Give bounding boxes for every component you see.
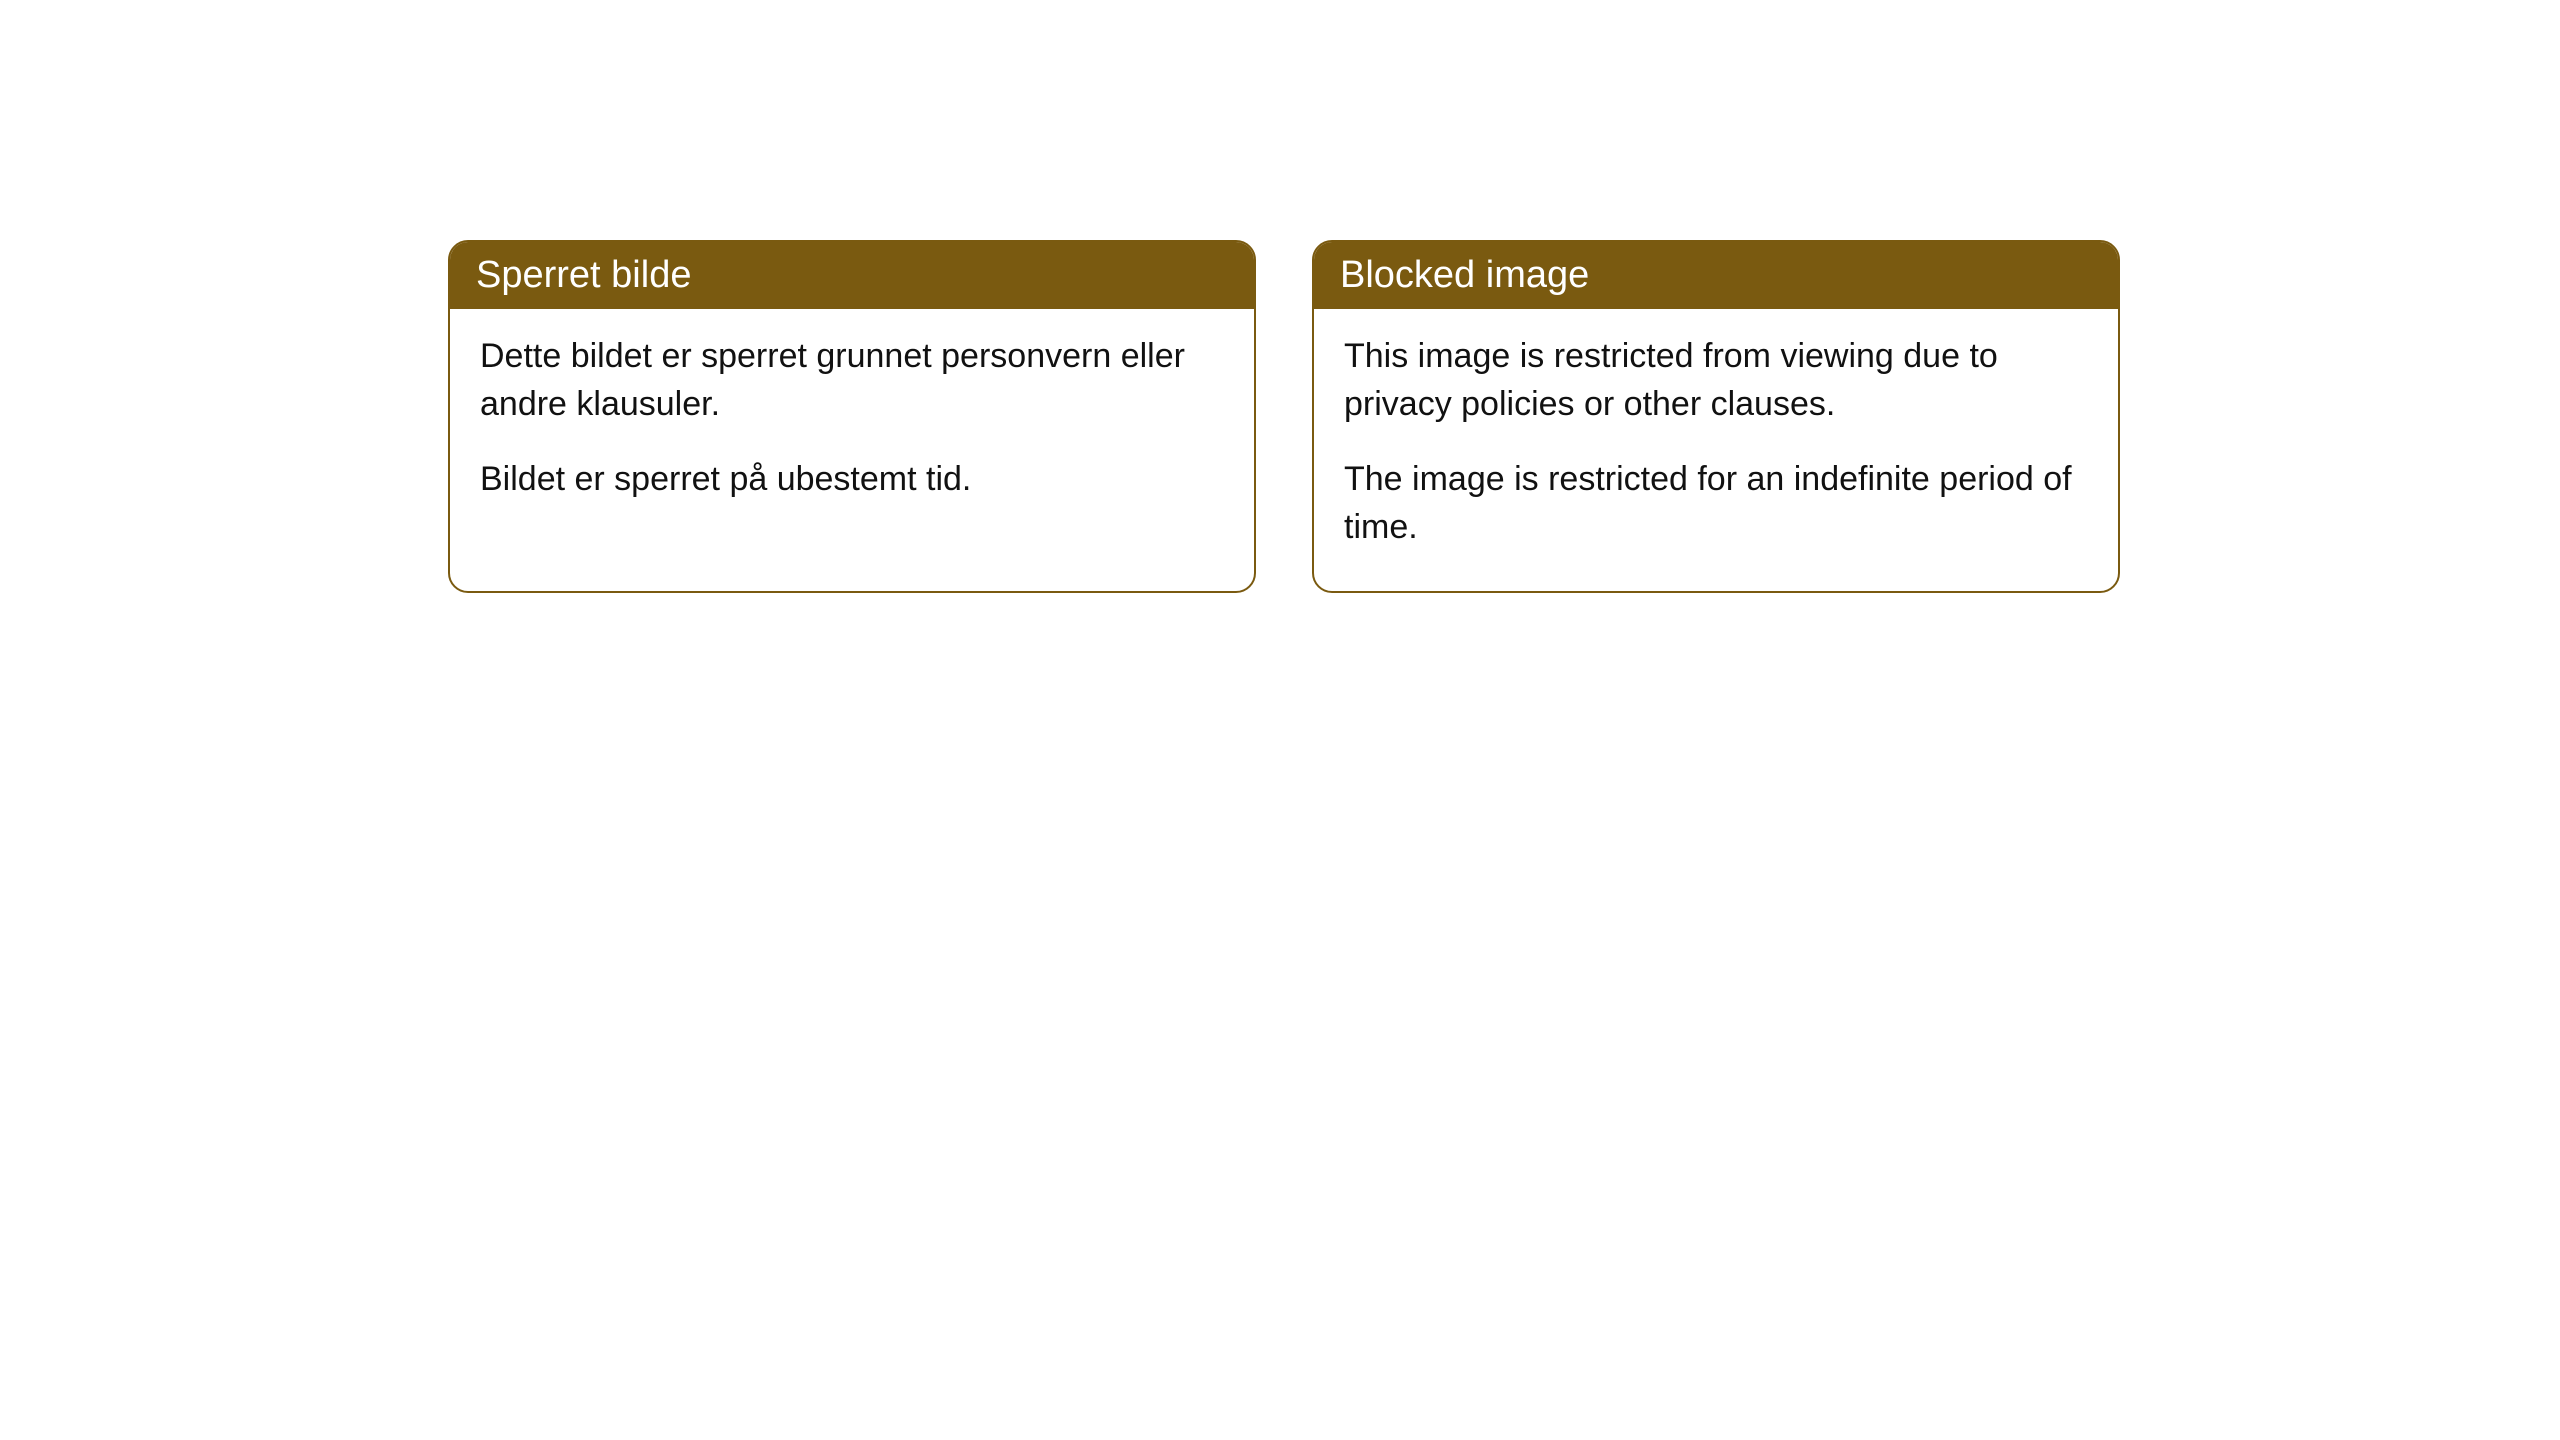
notice-paragraph: This image is restricted from viewing du… bbox=[1344, 333, 2088, 428]
notice-card-norwegian: Sperret bilde Dette bildet er sperret gr… bbox=[448, 240, 1256, 593]
notice-container: Sperret bilde Dette bildet er sperret gr… bbox=[0, 0, 2560, 593]
notice-paragraph: The image is restricted for an indefinit… bbox=[1344, 456, 2088, 551]
notice-card-body: Dette bildet er sperret grunnet personve… bbox=[450, 309, 1254, 544]
notice-card-english: Blocked image This image is restricted f… bbox=[1312, 240, 2120, 593]
notice-card-header: Blocked image bbox=[1314, 242, 2118, 309]
notice-card-header: Sperret bilde bbox=[450, 242, 1254, 309]
notice-paragraph: Dette bildet er sperret grunnet personve… bbox=[480, 333, 1224, 428]
notice-paragraph: Bildet er sperret på ubestemt tid. bbox=[480, 456, 1224, 504]
notice-card-body: This image is restricted from viewing du… bbox=[1314, 309, 2118, 591]
